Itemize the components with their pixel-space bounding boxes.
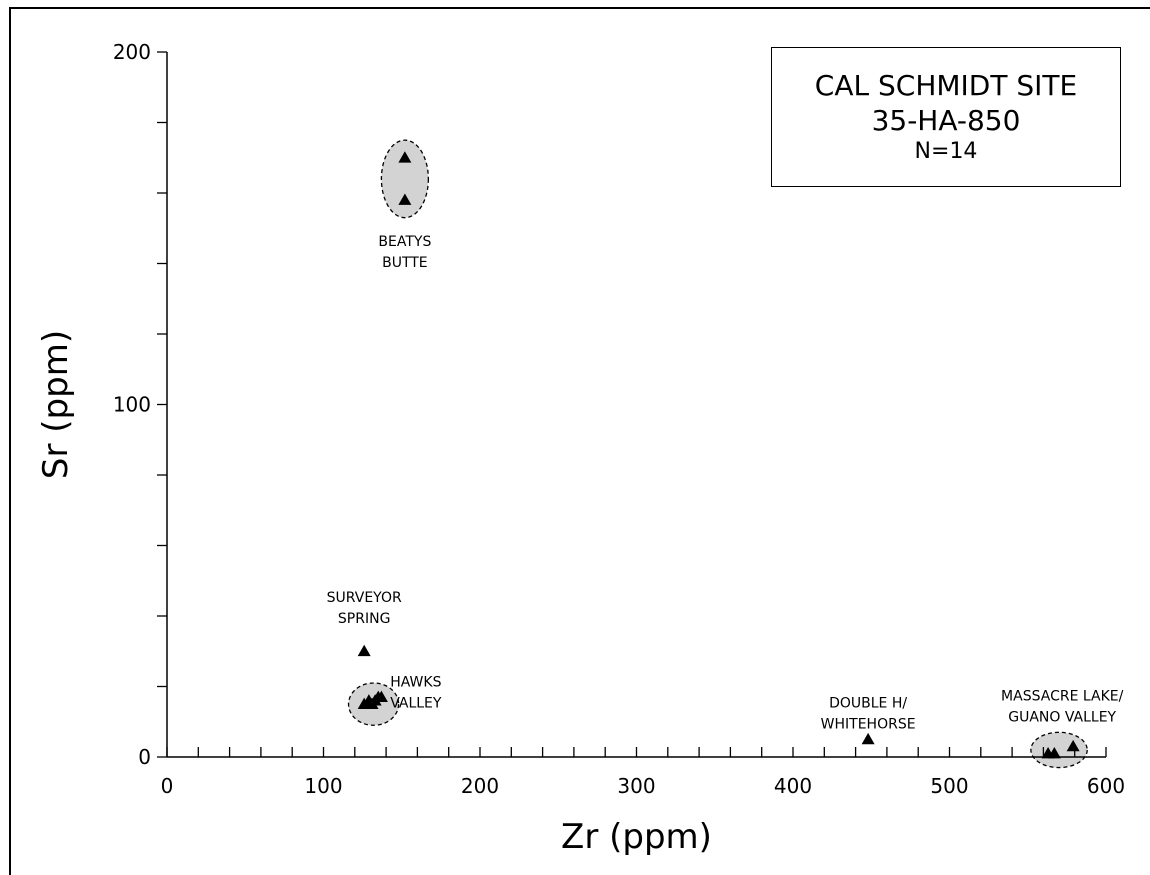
x-tick-label: 400 <box>774 774 812 798</box>
group-label: HAWKS <box>390 675 441 691</box>
group-label: GUANO VALLEY <box>1008 710 1116 726</box>
data-point-triangle <box>1066 739 1080 752</box>
chart-title: CAL SCHMIDT SITE <box>814 69 1078 103</box>
data-point-triangle <box>1047 746 1061 759</box>
group-label: DOUBLE H/ <box>829 696 907 712</box>
y-tick-label: 100 <box>113 393 151 417</box>
group-label: BEATYS <box>378 234 431 250</box>
group-ellipse <box>380 139 430 219</box>
figure-frame <box>9 7 1150 875</box>
y-axis-title: Sr (ppm) <box>36 330 76 479</box>
x-axis-title: Zr (ppm) <box>561 817 712 857</box>
data-point-triangle <box>861 732 875 745</box>
group-label: SPRING <box>338 611 391 627</box>
chart-subtitle: 35-HA-850 <box>871 104 1021 138</box>
x-tick-label: 600 <box>1087 774 1125 798</box>
group-label: BUTTE <box>382 255 428 271</box>
group-label: SURVEYOR <box>327 590 402 606</box>
data-point-triangle <box>357 644 371 657</box>
data-point-triangle <box>374 690 388 702</box>
chart-title-box: CAL SCHMIDT SITE 35-HA-850 N=14 <box>771 47 1121 187</box>
x-tick-label: 100 <box>304 774 342 798</box>
group-label: VALLEY <box>390 696 442 712</box>
data-point-triangle <box>398 193 412 205</box>
x-tick-label: 300 <box>617 774 655 798</box>
group-label: WHITEHORSE <box>821 717 916 733</box>
x-tick-label: 200 <box>461 774 499 798</box>
y-tick-label: 0 <box>138 745 151 769</box>
x-tick-label: 0 <box>161 774 174 798</box>
x-tick-label: 500 <box>930 774 968 798</box>
y-tick-label: 200 <box>113 40 151 64</box>
group-label: MASSACRE LAKE/ <box>1001 689 1124 705</box>
data-point-triangle <box>398 151 412 163</box>
sample-size-label: N=14 <box>914 139 978 165</box>
